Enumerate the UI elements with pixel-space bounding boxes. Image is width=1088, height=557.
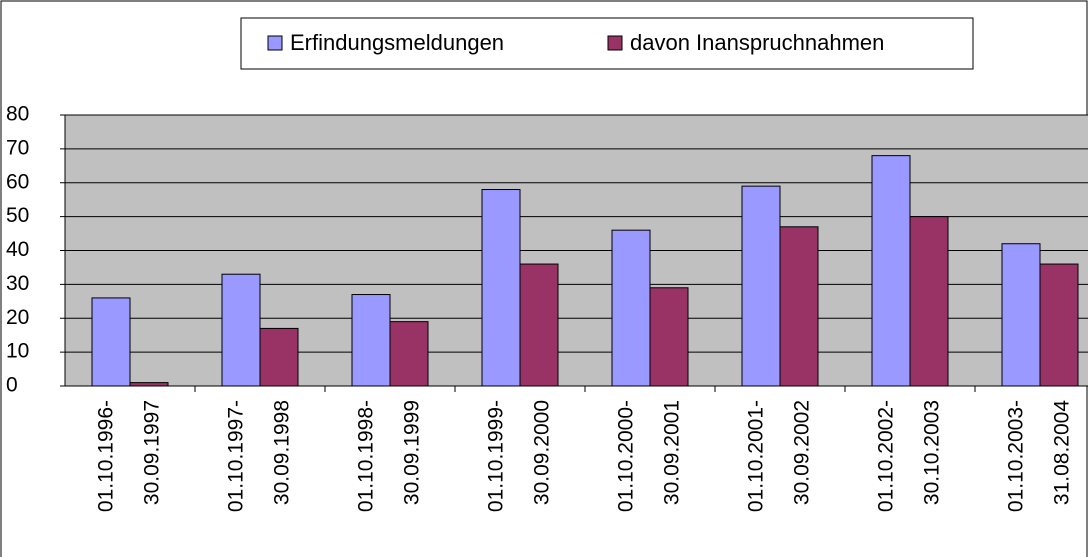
- bar: [1001, 243, 1041, 387]
- bar: [519, 263, 559, 387]
- bar: [259, 327, 299, 387]
- y-tick-label: 50: [6, 204, 29, 227]
- x-tick-label: 01.10.1999-: [485, 400, 508, 512]
- bar: [909, 216, 949, 387]
- legend-box: [240, 17, 974, 70]
- x-tick-label: 01.10.2000-: [615, 400, 638, 512]
- bar: [351, 294, 391, 387]
- x-tick-label: 30.09.2001: [661, 400, 684, 505]
- legend-swatch: [267, 35, 283, 51]
- x-tick-label: 30.09.1997: [141, 400, 164, 505]
- x-tick-label: 01.10.2003-: [1005, 400, 1028, 512]
- x-tick-label: 01.10.2001-: [745, 400, 768, 512]
- bar: [779, 226, 819, 387]
- y-tick-label: 10: [6, 340, 29, 363]
- bar: [91, 297, 131, 387]
- legend-label: davon Inanspruchnahmen: [630, 30, 884, 55]
- bar: [221, 273, 261, 387]
- x-tick-label: 01.10.2002-: [875, 400, 898, 512]
- y-tick-label: 0: [6, 374, 18, 397]
- bar: [1039, 263, 1079, 387]
- bar: [129, 382, 169, 387]
- y-tick-label: 70: [6, 136, 29, 159]
- y-tick-label: 40: [6, 238, 29, 261]
- y-tick-label: 80: [6, 103, 29, 126]
- legend-label: Erfindungsmeldungen: [290, 30, 504, 55]
- x-tick-label: 30.09.1999: [401, 400, 424, 505]
- y-tick-label: 20: [6, 306, 29, 329]
- x-tick-label: 30.09.2000: [531, 400, 554, 505]
- y-tick-label: 30: [6, 272, 29, 295]
- bar: [389, 321, 429, 387]
- x-tick-label: 01.10.1997-: [225, 400, 248, 512]
- x-tick-label: 31.08.2004: [1051, 400, 1074, 505]
- x-tick-label: 30.09.1998: [271, 400, 294, 505]
- x-tick-label: 01.10.1998-: [355, 400, 378, 512]
- x-tick-label: 30.10.2003: [921, 400, 944, 505]
- legend-swatch: [607, 35, 623, 51]
- bar: [871, 155, 911, 387]
- x-tick-label: 01.10.1996-: [95, 400, 118, 512]
- x-tick-label: 30.09.2002: [791, 400, 814, 505]
- bar: [611, 229, 651, 387]
- bar: [649, 287, 689, 387]
- bar: [481, 189, 521, 387]
- bar: [741, 185, 781, 387]
- y-tick-label: 60: [6, 170, 29, 193]
